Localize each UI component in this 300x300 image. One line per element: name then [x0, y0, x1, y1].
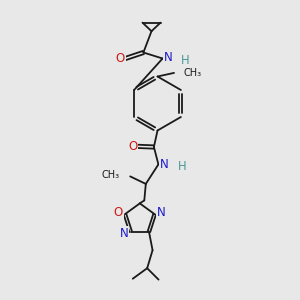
Text: CH₃: CH₃: [101, 170, 119, 180]
Text: O: O: [128, 140, 137, 153]
Text: H: H: [178, 160, 187, 173]
Text: N: N: [157, 206, 166, 219]
Text: N: N: [164, 51, 172, 64]
Text: CH₃: CH₃: [184, 68, 202, 78]
Text: H: H: [181, 53, 190, 67]
Text: N: N: [120, 226, 128, 240]
Text: O: O: [114, 206, 123, 219]
Text: O: O: [116, 52, 124, 65]
Text: N: N: [160, 158, 169, 171]
